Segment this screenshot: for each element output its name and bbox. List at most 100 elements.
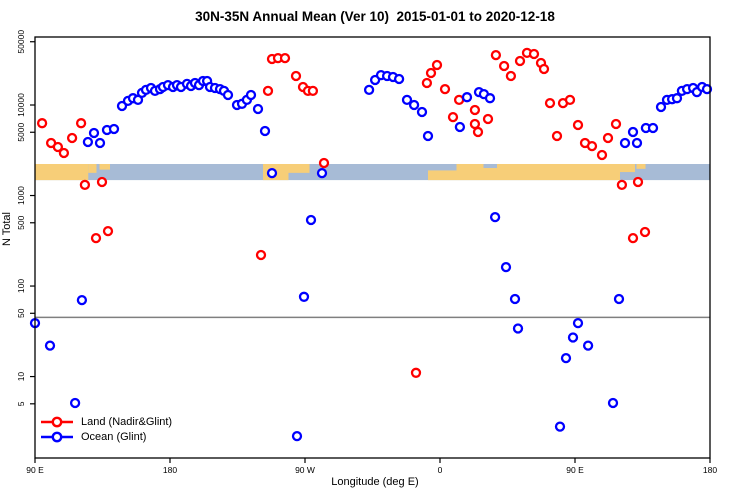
legend-label-land: Land (Nadir&Glint) [81,415,173,428]
data-point [489,211,501,223]
data-point [76,294,88,306]
data-point [259,125,271,137]
legend: Land (Nadir&Glint) Ocean (Glint) [40,414,172,444]
data-point [401,94,413,106]
data-point [421,77,433,89]
data-point [655,101,667,113]
plot-frame [34,36,711,459]
data-point [422,130,434,142]
scatter-points-ocean [29,69,713,442]
data-point [701,83,713,95]
data-point [607,397,619,409]
svg-text:180: 180 [703,465,717,475]
data-point [69,397,81,409]
data-point [316,167,328,179]
chart-title: 30N-35N Annual Mean (Ver 10) 2015-01-01 … [195,9,555,24]
data-point [290,70,302,82]
data-point [632,176,644,188]
svg-text:0: 0 [438,465,443,475]
data-point [616,179,628,191]
data-point [279,52,291,64]
data-point [602,132,614,144]
map-band [35,163,710,181]
legend-item-land: Land (Nadir&Glint) [40,414,172,429]
svg-text:50: 50 [16,308,26,318]
data-point [671,93,683,104]
data-point [425,67,437,79]
data-point [596,149,608,161]
data-point [454,121,466,133]
data-point [560,352,572,364]
data-point [108,123,120,135]
data-point [431,59,443,71]
svg-text:10000: 10000 [16,93,26,117]
data-point [500,261,512,273]
data-point [498,60,510,72]
data-point [408,99,420,111]
data-point [469,118,481,130]
data-point [255,249,267,261]
data-point [554,421,566,432]
data-point [586,140,598,152]
data-point [58,147,70,159]
data-point [528,48,540,60]
data-point [96,176,108,188]
data-point [447,111,459,123]
svg-text:500: 500 [16,215,26,229]
svg-text:10: 10 [16,372,26,382]
data-point [544,97,556,109]
data-point [514,55,526,67]
data-point [307,85,319,97]
data-point [538,63,550,75]
data-point [647,122,659,134]
data-point [222,89,234,101]
scatter-points-land [36,47,651,378]
svg-text:5: 5 [16,401,26,406]
data-point [572,317,584,329]
data-point [631,137,643,149]
data-point [90,232,102,244]
data-point [619,137,631,149]
svg-text:5000: 5000 [16,123,26,142]
data-point [572,119,584,131]
svg-text:180: 180 [163,465,177,475]
ocean-marker-icon [41,431,73,442]
land-marker-icon [41,416,73,427]
data-point [75,118,87,129]
data-point [94,137,106,149]
x-axis-ticks: 90 E 180 90 W 0 90 E 180 [26,458,717,475]
data-point [245,89,257,101]
data-point [610,118,622,130]
data-point [439,83,451,95]
svg-text:90 E: 90 E [566,465,584,475]
data-point [472,126,484,138]
data-point [482,113,494,125]
data-point [509,293,521,305]
data-point [252,103,264,115]
data-point [44,340,56,351]
data-point [484,93,496,104]
data-point [363,84,375,96]
svg-text:50000: 50000 [16,30,26,54]
svg-text:100: 100 [16,279,26,293]
data-point [36,118,48,129]
data-point [262,85,274,97]
data-point [266,167,278,179]
data-point [102,225,114,237]
data-point [393,73,405,85]
svg-text:1000: 1000 [16,186,26,205]
data-point [639,226,651,238]
y-axis-ticks: 5 10 50 100 500 1000 5000 10000 50000 [16,30,35,406]
data-point [582,340,594,351]
data-point [82,136,94,148]
data-point [318,157,330,169]
data-point [564,94,576,106]
data-point [416,106,428,118]
data-point [512,323,524,334]
data-point [52,141,64,153]
data-point [461,92,473,103]
data-point [490,49,502,61]
data-point [291,430,303,442]
